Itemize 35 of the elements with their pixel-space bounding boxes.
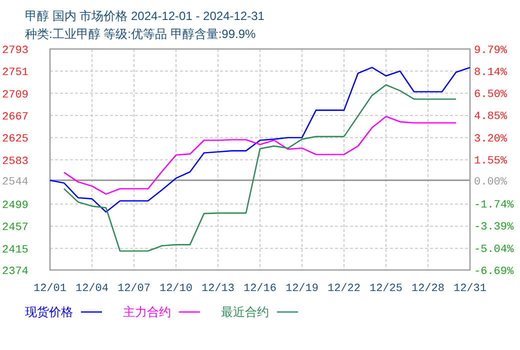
- y2-tick-label: -6.69%: [474, 266, 514, 278]
- y2-tick-label: -3.39%: [474, 222, 514, 234]
- y2-tick-label: -5.04%: [474, 244, 514, 256]
- y2-tick-label: -1.74%: [474, 200, 514, 212]
- y2-tick-label: 9.79%: [474, 45, 508, 57]
- x-tick-label: 12/31: [453, 283, 487, 295]
- y-tick-label: 2415: [2, 244, 28, 256]
- y-tick-label: 2709: [2, 89, 28, 102]
- x-tick-label: 12/16: [243, 283, 277, 295]
- x-tick-label: 12/07: [117, 283, 151, 295]
- x-tick-label: 12/19: [285, 283, 319, 295]
- x-tick-label: 12/01: [33, 283, 67, 295]
- y-tick-label: 2625: [2, 134, 28, 146]
- y-tick-label: 2374: [2, 266, 29, 278]
- y2-tick-label: 1.55%: [474, 156, 508, 168]
- y-tick-label: 2793: [2, 45, 28, 57]
- y-tick-label: 2499: [2, 200, 28, 212]
- y2-tick-label: 4.85%: [474, 111, 508, 124]
- y2-tick-label: 3.20%: [474, 133, 508, 146]
- x-tick-label: 12/25: [369, 283, 403, 295]
- x-tick-label: 12/28: [411, 283, 445, 295]
- y2-tick-label: 8.14%: [474, 67, 508, 80]
- x-tick-label: 12/10: [159, 283, 193, 295]
- y-tick-label: 2457: [2, 222, 28, 234]
- y-tick-label: 2583: [2, 156, 28, 168]
- y2-tick-label: 0.00%: [474, 176, 508, 188]
- y2-tick-label: 6.50%: [474, 89, 508, 102]
- subtitle: 种类:工业甲醇 等级:优等品 甲醇含量:99.9%: [25, 27, 256, 41]
- y-tick-label: 2667: [2, 111, 28, 124]
- y-tick-label: 2751: [2, 67, 29, 80]
- title: 甲醇 国内 市场价格 2024-12-01 - 2024-12-31: [25, 9, 264, 23]
- y-tick-label: 2544: [2, 176, 29, 188]
- x-tick-label: 12/22: [327, 283, 361, 295]
- x-tick-label: 12/04: [75, 283, 109, 295]
- x-tick-label: 12/13: [201, 283, 235, 295]
